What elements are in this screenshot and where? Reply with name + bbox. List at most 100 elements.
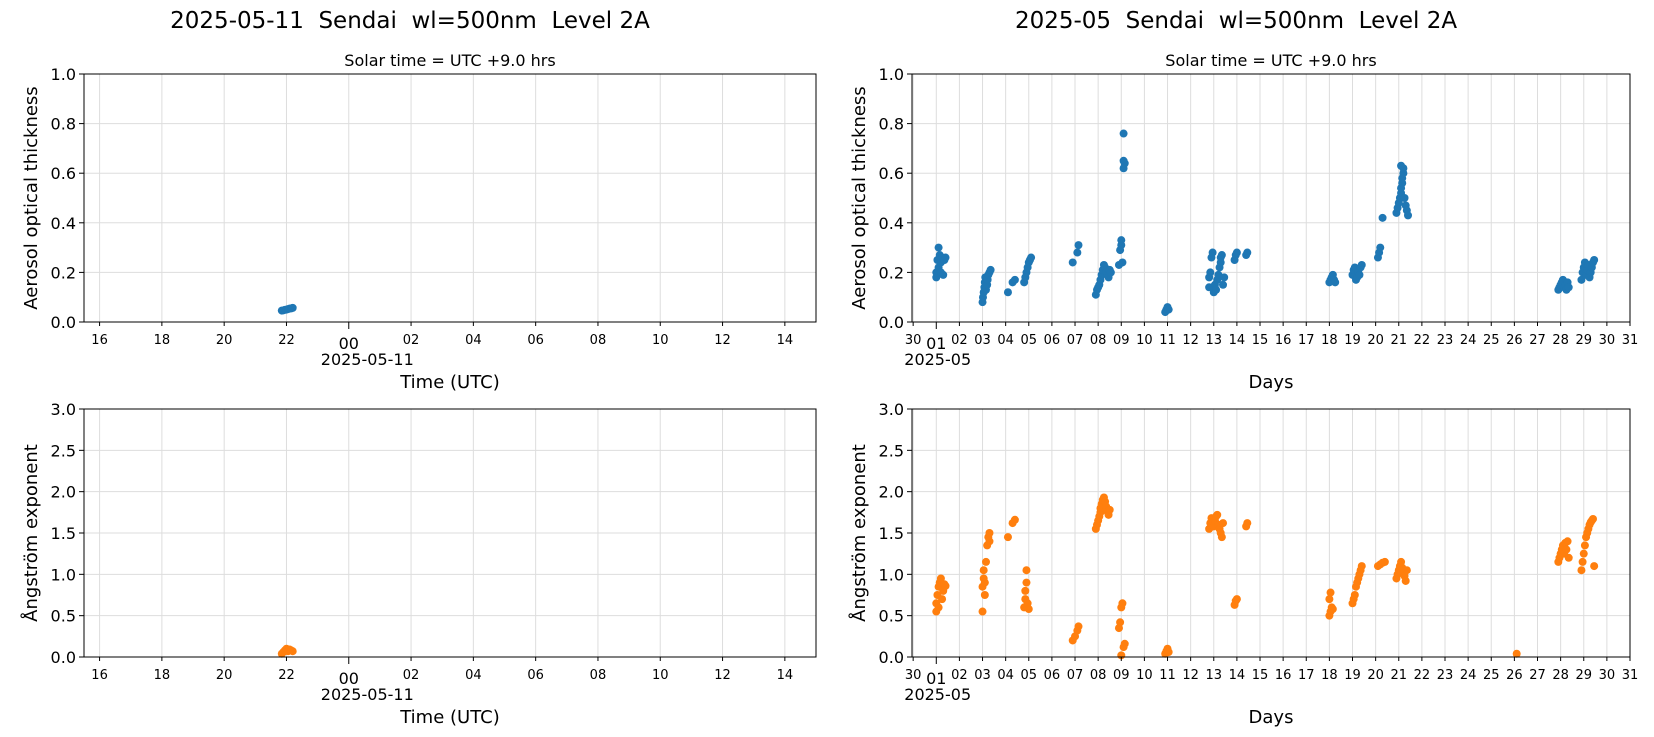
- x-tick-label: 14: [1229, 668, 1246, 683]
- x-tick-label: 11: [1159, 668, 1176, 683]
- x-tick-label: 10: [1136, 668, 1153, 683]
- y-tick-label: 2.0: [51, 483, 76, 502]
- data-point: [1563, 537, 1572, 546]
- y-tick-label: 1.0: [879, 65, 904, 84]
- x-tick-label: 16: [91, 333, 108, 348]
- x-tick-label: 30: [905, 333, 922, 348]
- x-tick-label: 00: [339, 669, 359, 688]
- x-tick-label: 17: [1298, 333, 1315, 348]
- data-point: [1164, 648, 1173, 657]
- data-point: [939, 270, 948, 279]
- x-tick-label: 06: [1044, 333, 1061, 348]
- data-point: [1232, 595, 1241, 604]
- x-tick-label: 03: [974, 333, 991, 348]
- chart-subtitle: Solar time = UTC +9.0 hrs: [344, 51, 555, 70]
- data-point: [1118, 258, 1127, 267]
- x-tick-label: 17: [1298, 668, 1315, 683]
- x-tick-label: 14: [777, 333, 794, 348]
- data-point: [1357, 562, 1366, 571]
- x-tick-label: 12: [714, 333, 731, 348]
- x-tick-label: 08: [1090, 668, 1107, 683]
- data-point: [1120, 159, 1129, 168]
- data-point: [1022, 578, 1031, 587]
- data-point: [1357, 260, 1366, 269]
- data-point: [1331, 278, 1340, 287]
- x-tick-label: 15: [1252, 333, 1269, 348]
- x-tick-label: 18: [154, 668, 171, 683]
- data-point: [1021, 586, 1030, 595]
- x-tick-label: 31: [1622, 668, 1639, 683]
- data-point: [1404, 211, 1413, 220]
- data-point: [978, 607, 987, 616]
- x-tick-label: 10: [652, 668, 669, 683]
- data-point: [1326, 588, 1335, 597]
- x-tick-label: 06: [1044, 668, 1061, 683]
- x-tick-label: 21: [1390, 668, 1407, 683]
- data-point: [1116, 618, 1125, 627]
- data-point: [1512, 649, 1521, 658]
- x-tick-label: 00: [339, 334, 359, 353]
- x-tick-label: 23: [1437, 333, 1454, 348]
- data-point: [1073, 248, 1082, 257]
- data-point: [1010, 515, 1019, 524]
- x-tick-label: 02: [403, 333, 420, 348]
- data-point: [288, 647, 297, 656]
- x-axis-label: Time (UTC): [399, 372, 500, 393]
- y-tick-label: 0.2: [879, 263, 904, 282]
- data-point: [1027, 253, 1036, 262]
- x-axis-label: Days: [1249, 372, 1294, 393]
- data-point: [1577, 566, 1586, 575]
- y-tick-label: 0.0: [879, 313, 904, 332]
- monthly-angstrom-panel: 0.0 0.5 1.0 1.5 2.0 2.5 3.0 30 01 02 03 04 05 06 07 08 0…: [848, 400, 1638, 728]
- data-point: [1580, 541, 1589, 550]
- data-point: [1105, 505, 1114, 514]
- x-tick-label: 24: [1460, 333, 1477, 348]
- data-point: [941, 581, 950, 590]
- data-point: [1378, 213, 1387, 222]
- x-tick-label: 19: [1344, 668, 1361, 683]
- x-tick-label: 04: [465, 333, 482, 348]
- data-point: [1355, 270, 1364, 279]
- y-tick-label: 0.2: [51, 263, 76, 282]
- data-point: [1397, 161, 1406, 170]
- data-point: [1010, 275, 1019, 284]
- x-date-label: 2025-05-11: [321, 685, 414, 704]
- chart-subtitle: Solar time = UTC +9.0 hrs: [1165, 51, 1376, 70]
- x-tick-label: 26: [1506, 668, 1523, 683]
- x-tick-label: 12: [714, 668, 731, 683]
- x-tick-label: 30: [905, 668, 922, 683]
- x-tick-label: 28: [1552, 668, 1569, 683]
- x-tick-label: 16: [1275, 333, 1292, 348]
- x-tick-label: 22: [1414, 668, 1431, 683]
- x-date-label: 2025-05-11: [321, 350, 414, 369]
- data-point: [1208, 248, 1217, 257]
- y-tick-label: 0.4: [51, 214, 76, 233]
- x-tick-label: 20: [216, 333, 233, 348]
- y-tick-label: 2.5: [51, 441, 76, 460]
- data-point: [936, 574, 945, 583]
- data-point: [1401, 576, 1410, 585]
- data-point: [1219, 280, 1228, 289]
- x-tick-label: 25: [1483, 668, 1500, 683]
- data-point: [1579, 549, 1588, 558]
- x-tick-label: 02: [951, 668, 968, 683]
- data-point: [934, 243, 943, 252]
- y-tick-label: 1.5: [51, 524, 76, 543]
- data-point: [1118, 599, 1127, 608]
- data-point: [1106, 268, 1115, 277]
- x-tick-label: 20: [1367, 333, 1384, 348]
- y-axis-label: Aerosol optical thickness: [21, 86, 42, 309]
- data-point: [1022, 566, 1031, 575]
- y-tick-label: 0.5: [51, 607, 76, 626]
- data-point: [1380, 557, 1389, 566]
- x-tick-label: 05: [1021, 333, 1038, 348]
- x-tick-label: 30: [1599, 333, 1616, 348]
- x-tick-label: 07: [1067, 668, 1084, 683]
- x-axis-label: Days: [1249, 707, 1294, 728]
- data-point: [1024, 605, 1033, 614]
- x-tick-label: 13: [1205, 333, 1222, 348]
- x-tick-label: 25: [1483, 333, 1500, 348]
- x-date-label: 2025-05: [904, 350, 971, 369]
- daily-angstrom-panel: 0.0 0.5 1.0 1.5 2.0 2.5 3.0 16 18 20 22 00 02 04 06 08 1…: [20, 400, 817, 728]
- x-tick-label: 16: [91, 668, 108, 683]
